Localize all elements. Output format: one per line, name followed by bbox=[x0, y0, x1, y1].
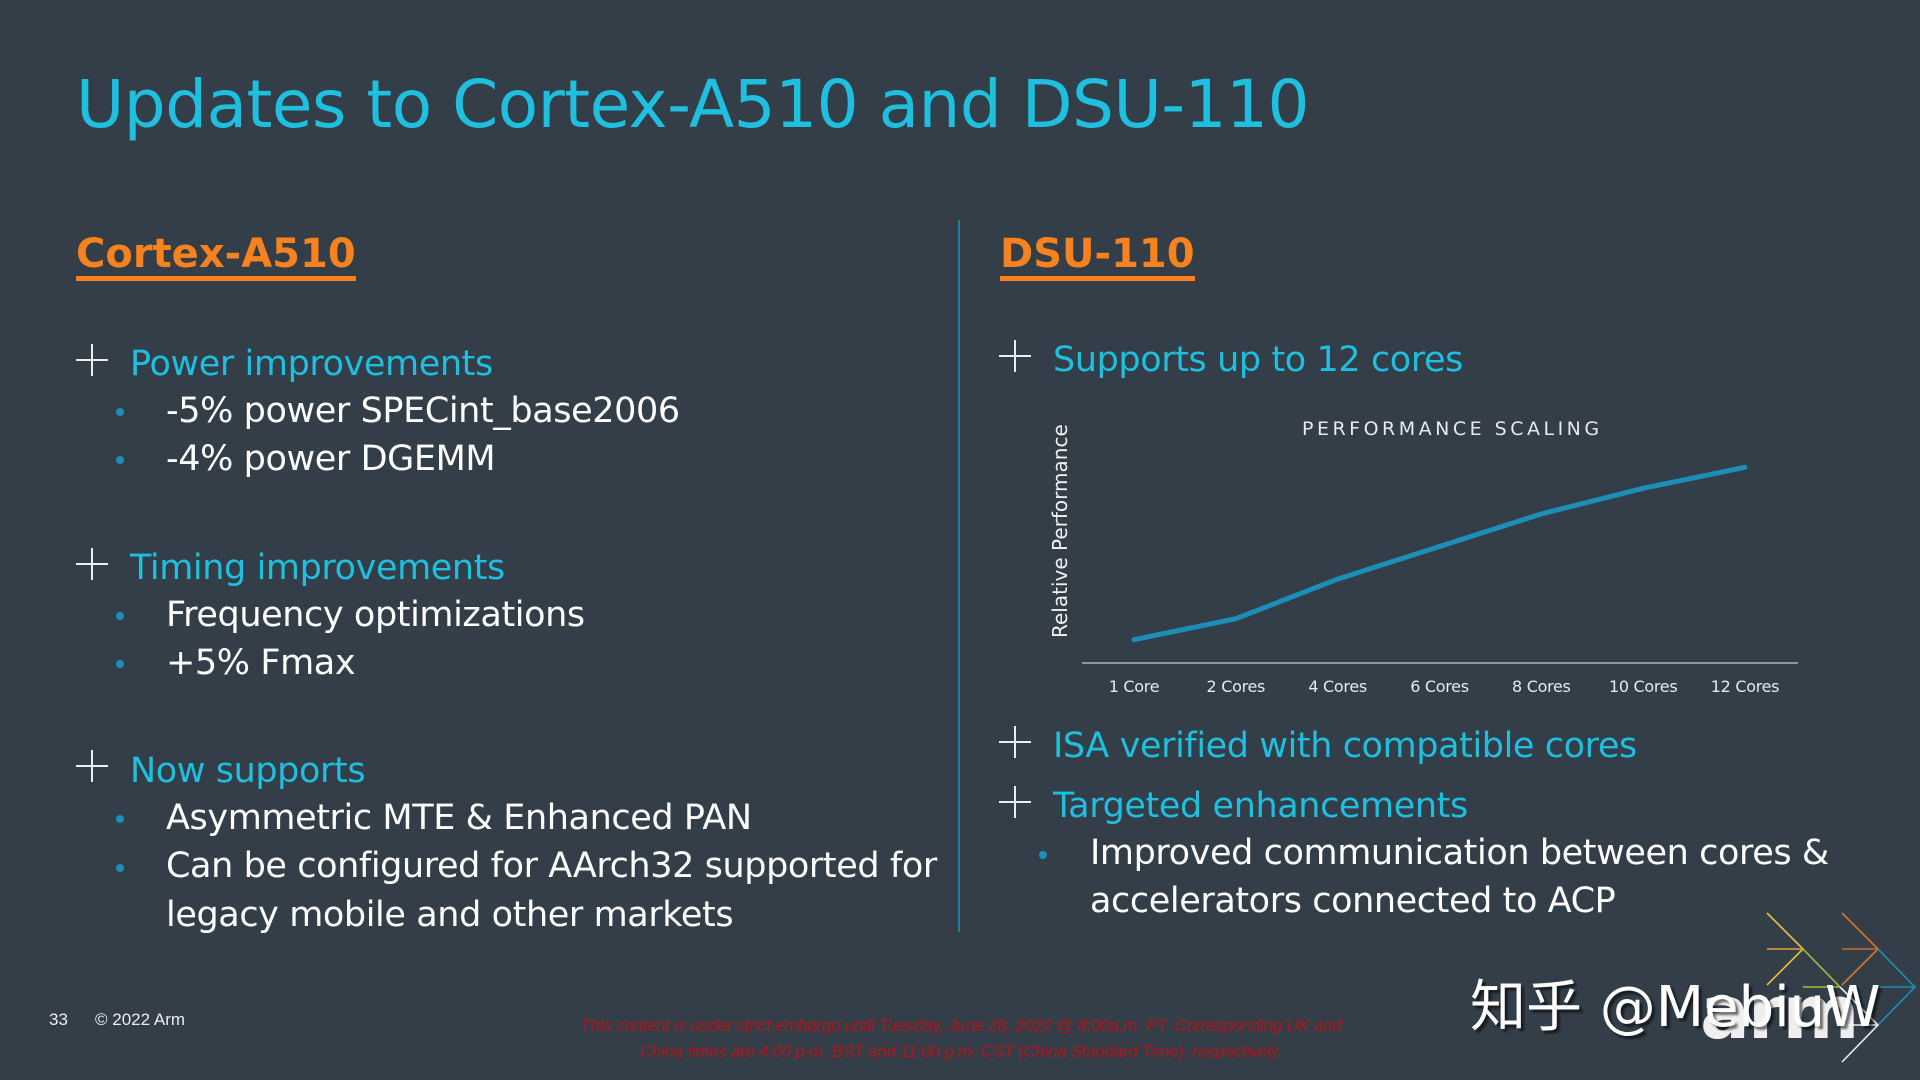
supports-12-cores-label: Supports up to 12 cores bbox=[1053, 340, 1464, 380]
embargo-notice-line-2: China times are 4:00 p.m. BST and 11:00 … bbox=[640, 1042, 1282, 1061]
bullet-dot-icon bbox=[116, 456, 124, 464]
targeted-enhancements-label: Targeted enhancements bbox=[1053, 786, 1468, 826]
chart-x-tick-label: 12 Cores bbox=[1710, 677, 1780, 696]
chart-x-tick-label: 10 Cores bbox=[1608, 677, 1678, 696]
bullet-dot-icon bbox=[116, 815, 124, 823]
bullet-item-continuation: legacy mobile and other markets bbox=[166, 895, 734, 935]
bullet-item-continuation: accelerators connected to ACP bbox=[1090, 881, 1616, 921]
bullet-dot-icon bbox=[116, 864, 124, 872]
arm-chevron-arrows-icon bbox=[1766, 912, 1917, 1063]
slide-title: Updates to Cortex-A510 and DSU-110 bbox=[76, 66, 1310, 143]
bullet-item: +5% Fmax bbox=[166, 643, 356, 683]
bullet-item: Frequency optimizations bbox=[166, 595, 585, 635]
isa-verified-label: ISA verified with compatible cores bbox=[1053, 726, 1637, 766]
plus-bullet-icon bbox=[999, 340, 1031, 372]
cortex-a510-heading: Cortex-A510 bbox=[76, 232, 356, 281]
timing-improvements-label: Timing improvements bbox=[130, 548, 505, 588]
chart-x-tick-label: 6 Cores bbox=[1410, 677, 1469, 696]
column-divider bbox=[958, 220, 960, 932]
zhihu-watermark: 知乎 @MebiuW bbox=[1470, 975, 1881, 1040]
chart-x-tick-label: 1 Core bbox=[1108, 677, 1160, 696]
bullet-item: -4% power DGEMM bbox=[166, 439, 496, 479]
plus-bullet-icon bbox=[76, 344, 108, 376]
arm-logo: arm bbox=[1700, 970, 1860, 1056]
page-number: 33 bbox=[49, 1010, 68, 1029]
bullet-dot-icon bbox=[116, 660, 124, 668]
plus-bullet-icon bbox=[999, 726, 1031, 758]
bullet-item: Asymmetric MTE & Enhanced PAN bbox=[166, 798, 752, 838]
chart-x-tick-label: 4 Cores bbox=[1308, 677, 1367, 696]
bullet-item: Improved communication between cores & bbox=[1090, 833, 1829, 873]
bullet-item: -5% power SPECint_base2006 bbox=[166, 391, 680, 431]
bullet-dot-icon bbox=[116, 408, 124, 416]
bullet-dot-icon bbox=[1039, 851, 1047, 859]
bullet-item: Can be configured for AArch32 supported … bbox=[166, 846, 937, 886]
bullet-dot-icon bbox=[116, 612, 124, 620]
embargo-notice-line-1: This content is under strict embargo unt… bbox=[580, 1016, 1342, 1035]
now-supports-label: Now supports bbox=[130, 751, 366, 791]
dsu-110-heading: DSU-110 bbox=[1000, 232, 1195, 281]
chart-x-tick-label: 2 Cores bbox=[1206, 677, 1266, 696]
chart-title: PERFORMANCE SCALING bbox=[1302, 418, 1603, 440]
performance-line bbox=[1131, 464, 1748, 643]
chart-x-tick-label: 8 Cores bbox=[1512, 677, 1571, 696]
plus-bullet-icon bbox=[999, 786, 1031, 818]
power-improvements-label: Power improvements bbox=[130, 344, 493, 384]
plus-bullet-icon bbox=[76, 750, 108, 782]
plus-bullet-icon bbox=[76, 548, 108, 580]
copyright: © 2022 Arm bbox=[95, 1010, 186, 1029]
